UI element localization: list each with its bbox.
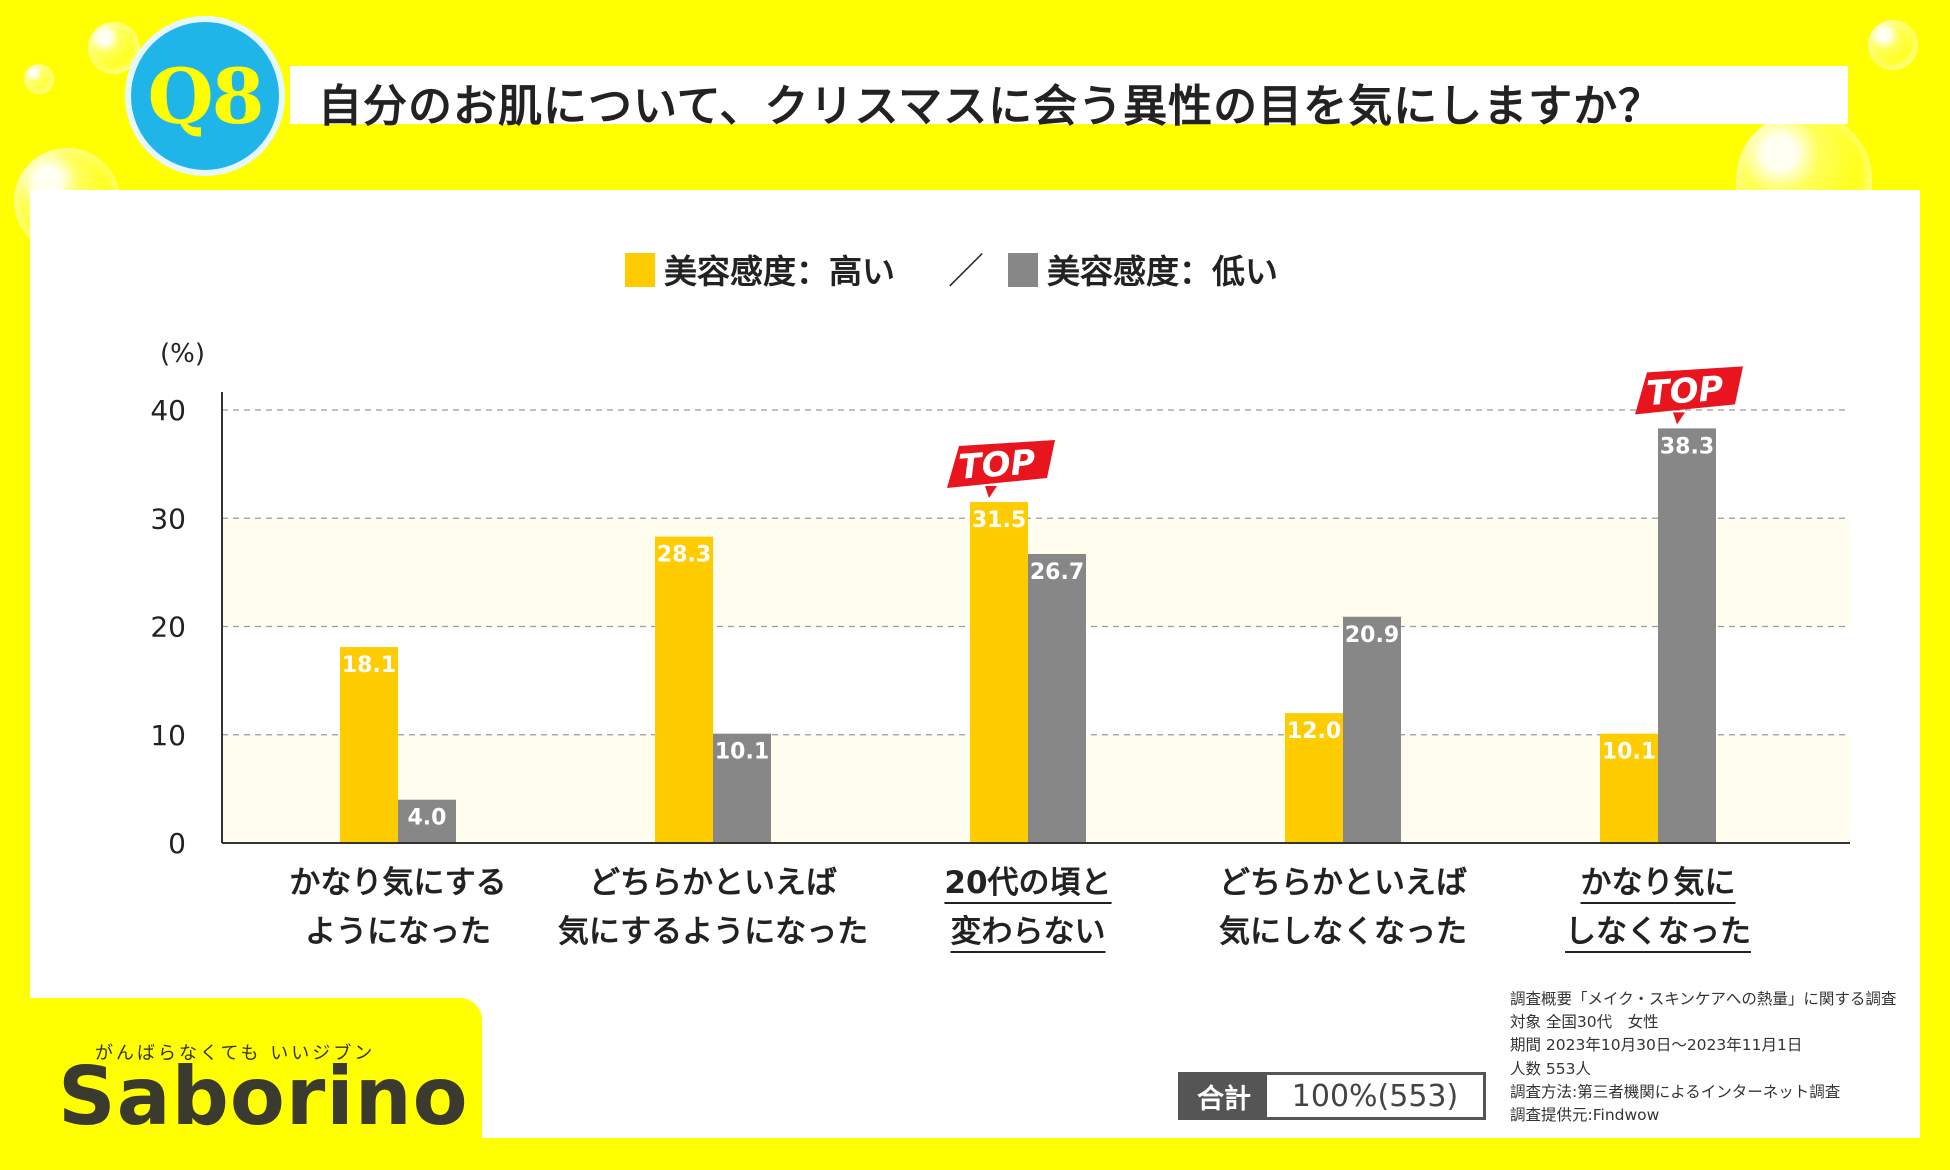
category-label: しなくなった <box>1565 914 1751 950</box>
bar-value-label: 20.9 <box>1345 623 1399 648</box>
survey-info: 調査概要「メイク・スキンケアへの熱量」に関する調査 対象 全国30代 女性 期間… <box>1510 988 1910 1127</box>
bar-value-label: 31.5 <box>972 508 1026 533</box>
category-label: 気にするようになった <box>558 914 868 950</box>
legend-label-high: 美容感度：高い <box>664 252 895 291</box>
brand-tagline: がんばらなくても いいジブン <box>95 1043 376 1064</box>
top-badge-pointer <box>1673 412 1685 425</box>
top-badge-pointer <box>985 486 997 499</box>
brand-logo: Saborino <box>58 1050 469 1143</box>
survey-line: 調査方法:第三者機関によるインターネット調査 <box>1510 1082 1841 1101</box>
legend-swatch-low <box>1008 253 1038 287</box>
top-badge-text: TOP <box>957 442 1037 487</box>
y-axis-unit-label: (%) <box>160 339 205 369</box>
bar-value-label: 26.7 <box>1030 560 1084 585</box>
survey-line: 人数 553人 <box>1510 1059 1592 1078</box>
bar-value-label: 10.1 <box>1602 740 1656 765</box>
question-number-badge: Q8 <box>125 16 285 176</box>
survey-line: 調査概要「メイク・スキンケアへの熱量」に関する調査 <box>1510 990 1897 1008</box>
bar-low <box>713 733 771 843</box>
category-label: 変わらない <box>951 914 1106 950</box>
bar-low <box>398 799 456 843</box>
brand-card <box>30 998 482 1170</box>
total-value: 100%(553) <box>1291 1078 1459 1114</box>
bar-value-label: 12.0 <box>1287 719 1341 744</box>
y-tick-label: 40 <box>150 394 186 427</box>
bar-low <box>1343 616 1401 843</box>
legend-swatch-high <box>625 253 655 287</box>
y-tick-label: 10 <box>150 719 186 752</box>
bar-value-label: 18.1 <box>342 653 396 678</box>
category-label: どちらかといえば <box>589 865 837 901</box>
survey-line: 調査提供元:Findwow <box>1510 1106 1660 1125</box>
category-label: 気にしなくなった <box>1219 914 1467 950</box>
survey-line: 期間 2023年10月30日～2023年11月1日 <box>1510 1036 1803 1055</box>
bar-value-label: 28.3 <box>657 543 711 568</box>
bar-low <box>1658 428 1716 843</box>
y-tick-label: 20 <box>150 611 186 644</box>
category-label: どちらかといえば <box>1219 865 1467 901</box>
bar-value-label: 10.1 <box>715 740 769 765</box>
bar-high <box>340 647 398 843</box>
category-label: 20代の頃と <box>944 865 1111 901</box>
bar-high <box>1600 733 1658 843</box>
total-box: 合計 100%(553) <box>1178 1072 1486 1120</box>
top-badge-shape <box>947 440 1055 489</box>
y-tick-label: 0 <box>168 827 186 860</box>
bar-high <box>1285 713 1343 843</box>
bar-low <box>1028 553 1086 843</box>
bubble-decoration <box>1868 20 1918 70</box>
top-badge-shape <box>1635 366 1743 415</box>
bar-high <box>970 502 1028 843</box>
legend-separator: ／ <box>948 251 984 292</box>
bar-high <box>655 536 713 843</box>
category-label: かなり気にする <box>289 865 506 901</box>
top-badge: TOP <box>1635 366 1743 425</box>
bar-value-label: 4.0 <box>408 806 447 831</box>
bar-value-label: 38.3 <box>1660 434 1714 459</box>
total-label: 合計 <box>1181 1075 1267 1117</box>
y-tick-label: 30 <box>150 502 186 535</box>
bubble-decoration <box>24 64 54 94</box>
top-badge-text: TOP <box>1645 369 1725 414</box>
legend-label-low: 美容感度：低い <box>1047 252 1278 291</box>
survey-line: 対象 全国30代 女性 <box>1510 1013 1659 1032</box>
category-label: ようになった <box>305 914 491 950</box>
title-background <box>290 66 1848 124</box>
category-label: かなり気に <box>1581 865 1736 901</box>
question-title: 自分のお肌について、クリスマスに会う異性の目を気にしますか？ <box>318 81 1664 132</box>
top-badge: TOP <box>947 440 1055 499</box>
